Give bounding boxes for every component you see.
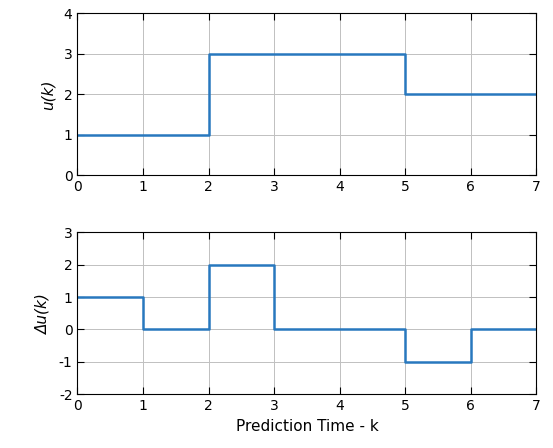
Y-axis label: Δu(k): Δu(k) <box>35 293 50 334</box>
Y-axis label: u(k): u(k) <box>40 79 55 110</box>
X-axis label: Prediction Time - k: Prediction Time - k <box>236 419 378 434</box>
